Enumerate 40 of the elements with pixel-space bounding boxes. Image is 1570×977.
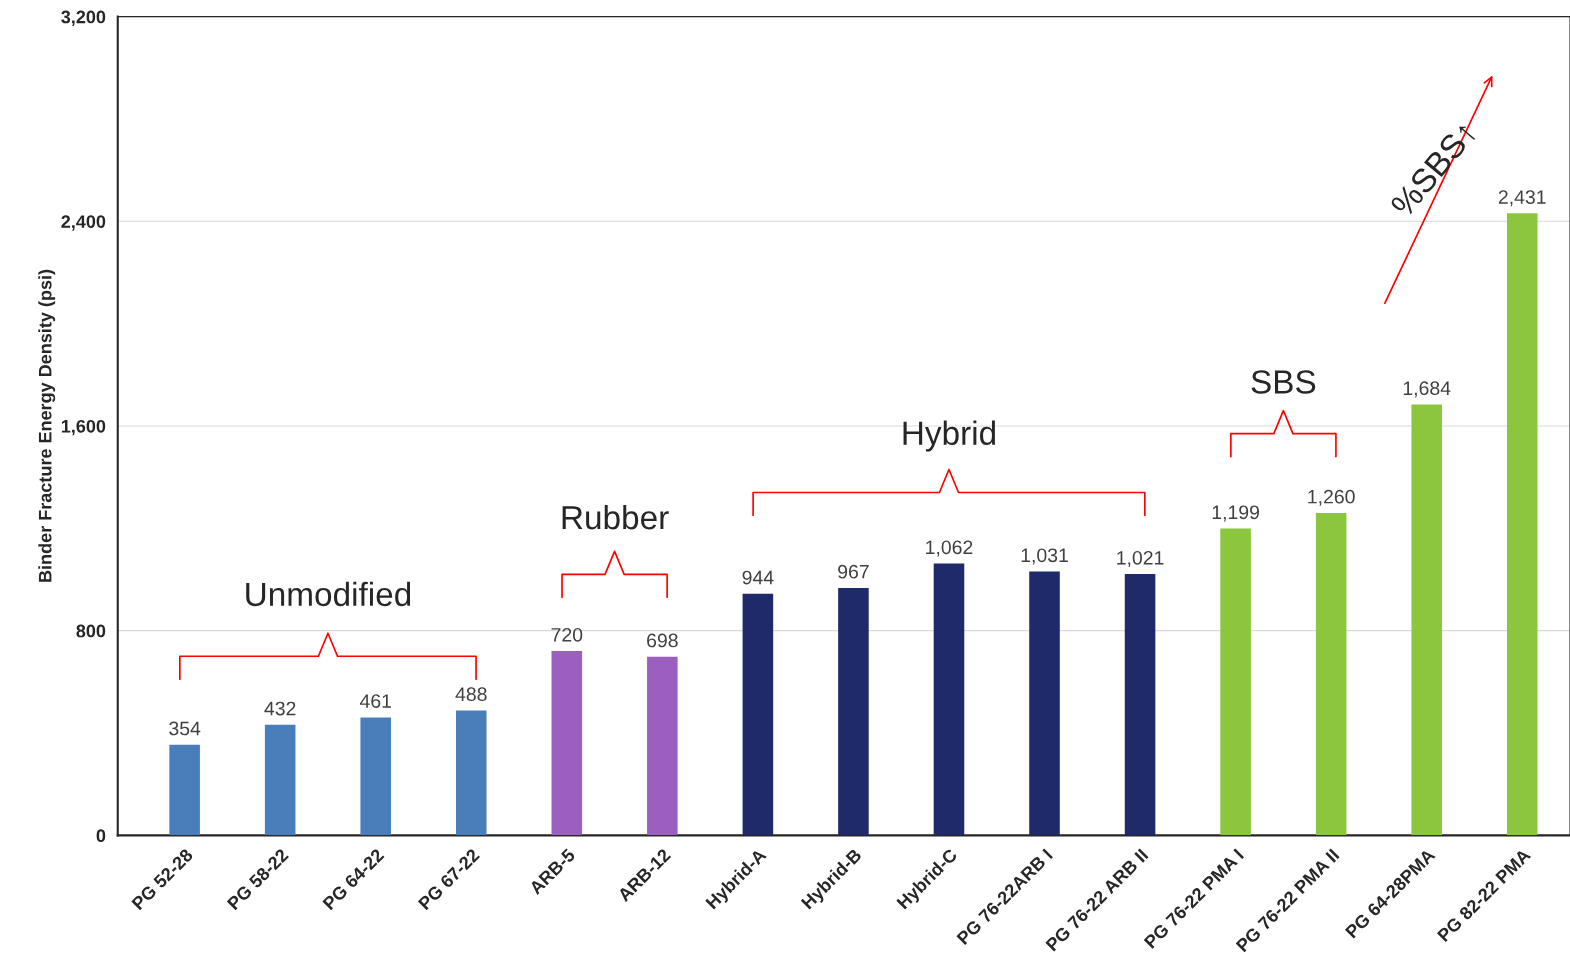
data-label: 488 — [455, 687, 487, 702]
data-label: 1,199 — [1212, 505, 1260, 522]
bar — [933, 563, 965, 836]
bar — [1506, 213, 1538, 836]
y-tick-label: 0 — [96, 829, 106, 843]
data-label: 720 — [551, 627, 583, 642]
y-tick-label: 3,200 — [61, 10, 106, 26]
annotation: Unmodified — [246, 581, 411, 607]
bar — [1411, 404, 1442, 836]
bar — [1315, 512, 1347, 836]
data-label: 432 — [264, 701, 296, 716]
data-label: 1,684 — [1403, 381, 1451, 398]
y-tick-label: 1,600 — [61, 419, 106, 436]
bar — [360, 717, 391, 836]
data-label: 1,031 — [1021, 548, 1068, 565]
y-tick-label: 800 — [76, 624, 106, 638]
data-label: 461 — [359, 694, 391, 708]
data-label: 944 — [742, 570, 774, 585]
bar — [264, 724, 296, 836]
data-label: 698 — [647, 633, 678, 648]
y-axis-title: Binder Fracture Energy Density (psi) — [38, 269, 56, 582]
data-label: 2,431 — [1498, 190, 1546, 207]
bar — [1029, 571, 1060, 836]
bar — [838, 587, 869, 836]
bar — [1124, 574, 1156, 836]
data-label: 354 — [169, 721, 201, 736]
data-label: 1,021 — [1117, 550, 1164, 568]
bar — [742, 593, 774, 836]
bar — [455, 710, 487, 836]
data-label: 967 — [838, 564, 869, 579]
annotation: Rubber — [562, 504, 669, 530]
bar — [551, 651, 583, 836]
data-label: 1,062 — [926, 540, 973, 557]
annotation: Hybrid — [903, 420, 995, 452]
bar — [1220, 528, 1251, 836]
annotation: SBS — [1251, 370, 1316, 394]
y-tick-label: 2,400 — [61, 215, 106, 231]
bar — [647, 656, 678, 836]
bar — [169, 744, 200, 836]
data-label: 1,260 — [1308, 489, 1355, 506]
